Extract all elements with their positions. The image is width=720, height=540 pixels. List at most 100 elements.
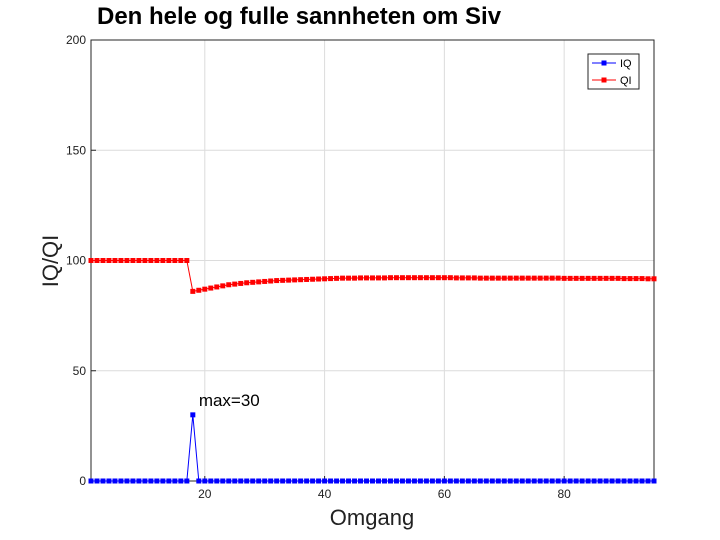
data-point [244,478,250,484]
data-point [495,478,501,484]
data-point [178,478,184,484]
data-point [328,276,334,282]
data-point [651,478,657,484]
data-point [232,281,238,287]
data-point [304,478,310,484]
data-point [286,478,292,484]
data-point [292,478,298,484]
data-point [112,258,118,263]
data-point [202,478,208,484]
data-point [364,275,370,281]
data-point [423,478,429,484]
data-point [573,478,579,484]
data-point [519,478,525,484]
data-point [585,275,591,281]
data-point [154,478,160,484]
data-point [352,478,358,484]
data-point [543,275,549,281]
data-point [537,275,543,281]
data-point [507,478,513,484]
data-point [298,277,304,283]
legend-marker [601,60,607,66]
data-point [549,478,555,484]
x-axis-label: Omgang [330,505,414,530]
data-point [106,478,112,484]
data-point [615,275,621,281]
data-point [441,478,447,484]
data-point [501,478,507,484]
data-point [178,258,184,263]
data-point [459,478,465,484]
data-point [124,478,130,484]
data-point [573,275,579,281]
data-point [238,280,244,286]
data-point [352,275,358,281]
data-point [585,478,591,484]
data-point [268,478,274,484]
data-point [220,283,226,289]
data-point [543,478,549,484]
data-point [322,276,328,282]
data-point [370,478,375,484]
data-point [256,279,262,285]
data-point [100,478,106,484]
data-point [495,275,501,281]
data-point [316,478,322,484]
legend-box [587,53,640,90]
data-point [531,275,537,281]
data-point [411,275,417,281]
data-point [274,278,280,284]
data-point [334,275,340,281]
data-point [358,275,364,281]
data-point [459,275,465,281]
data-point [214,284,220,290]
data-point [453,478,459,484]
data-point [130,478,136,484]
chart-title: Den hele og fulle sannheten om Siv [97,3,502,30]
legend-label: IQ [620,58,632,70]
data-point [160,258,166,263]
data-point [346,478,352,484]
data-point [465,478,471,484]
y-tick-label: 150 [66,143,86,157]
data-point [172,478,178,484]
data-point [250,478,256,484]
data-point [597,478,603,484]
data-point [94,478,100,484]
data-point [441,275,447,281]
data-point [118,478,124,484]
data-point [316,276,322,282]
data-point [148,478,154,484]
data-point [399,478,405,484]
y-axis-label: IQ/QI [38,235,63,288]
data-point [471,478,477,484]
data-point [639,478,645,484]
data-point [591,275,597,281]
data-point [166,258,172,263]
data-point [238,478,244,484]
legend-label: QI [620,75,632,87]
data-point [483,478,489,484]
data-point [519,275,525,281]
data-point [280,277,286,283]
data-point [88,478,94,484]
data-point [393,275,399,281]
data-point [567,275,573,281]
data-point [507,275,513,281]
data-point [387,478,393,484]
data-point [387,275,393,281]
data-point [340,478,346,484]
y-tick-label: 50 [73,364,87,378]
data-point [435,478,441,484]
data-point [417,478,423,484]
data-point [429,275,435,281]
data-point [633,478,639,484]
data-point [381,275,387,281]
data-point [435,275,441,281]
data-point [88,258,94,263]
data-point [130,258,136,263]
data-point [262,278,268,284]
data-point [399,275,405,281]
data-point [118,258,124,263]
series-layer [88,258,657,484]
